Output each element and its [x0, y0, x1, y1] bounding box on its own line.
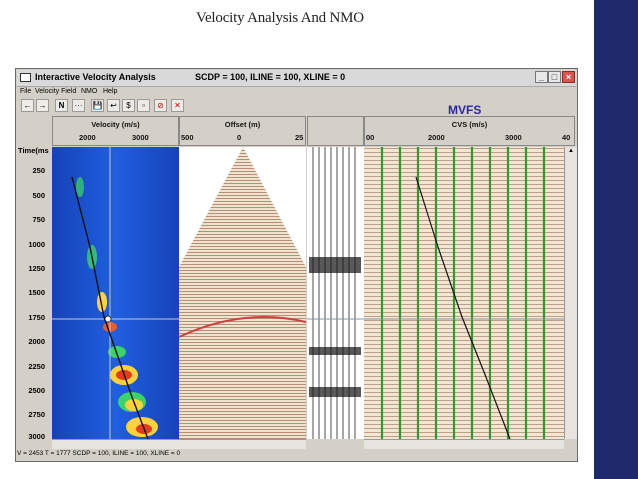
- time-tick: 1000: [28, 240, 45, 249]
- velocity-panel-header: Velocity (m/s) 2000 3000: [52, 116, 179, 146]
- select-icon[interactable]: ▫: [137, 99, 150, 112]
- time-tick: 2250: [28, 362, 45, 371]
- semblance-panel[interactable]: [52, 147, 179, 439]
- offset-tick: 500: [181, 133, 194, 142]
- mvfs-annotation: MVFS: [448, 103, 482, 117]
- time-tick: 2750: [28, 410, 45, 419]
- velocity-analysis-window: Interactive Velocity Analysis SCDP = 100…: [15, 68, 578, 462]
- toolbar: ← → N ··· 💾 ↩ $ ▫ ⊘ ✕: [17, 98, 576, 114]
- undo-icon[interactable]: ↩: [107, 99, 120, 112]
- gather-hscroll[interactable]: [179, 439, 306, 449]
- semblance-hscroll[interactable]: [52, 439, 179, 449]
- offset-axis-label: Offset (m): [224, 120, 261, 129]
- velocity-axis-label: Velocity (m/s): [91, 120, 140, 129]
- time-tick: 500: [32, 191, 45, 200]
- time-tick: 1500: [28, 288, 45, 297]
- cvs-hscroll[interactable]: [364, 439, 564, 449]
- offset-tick: 25: [295, 133, 304, 142]
- time-tick: 750: [32, 215, 45, 224]
- menu-nmo[interactable]: NMO: [81, 88, 98, 95]
- cvs-panel[interactable]: [364, 147, 564, 439]
- more-button[interactable]: ···: [72, 99, 85, 112]
- window-coords: SCDP = 100, ILINE = 100, XLINE = 0: [195, 72, 346, 82]
- nmo-button[interactable]: N: [55, 99, 68, 112]
- velocity-tick: 3000: [132, 133, 149, 142]
- nmo-gather-panel[interactable]: [179, 147, 306, 439]
- time-tick: 2500: [28, 386, 45, 395]
- status-bar: V = 2453 T = 1777 SCDP = 100, ILINE = 10…: [17, 450, 181, 457]
- scroll-up-icon[interactable]: ▲: [568, 148, 574, 154]
- cvs-tick: 2000: [428, 133, 445, 142]
- forward-arrow-icon[interactable]: →: [36, 99, 49, 112]
- cvs-tick: 40: [562, 133, 571, 142]
- stack-traces-panel[interactable]: [307, 147, 364, 439]
- menu-velocity-field[interactable]: Velocity Field: [35, 88, 77, 95]
- time-axis-label: Time(ms: [18, 146, 49, 155]
- stack-panel-header: [307, 116, 364, 146]
- brand-sidebar: [594, 0, 638, 479]
- time-axis: Time(ms 250 500 750 1000 1250 1500 1750 …: [17, 146, 51, 441]
- time-tick: 1250: [28, 264, 45, 273]
- vertical-scrollbar[interactable]: ▲: [564, 147, 577, 439]
- slide-title: Velocity Analysis And NMO: [196, 10, 364, 26]
- minimize-button[interactable]: _: [535, 71, 548, 83]
- time-tick: 2000: [28, 337, 45, 346]
- menu-file[interactable]: File: [20, 88, 32, 95]
- cvs-tick: 3000: [505, 133, 522, 142]
- time-tick: 1750: [28, 313, 45, 322]
- maximize-button[interactable]: □: [548, 71, 561, 83]
- window-title: Interactive Velocity Analysis: [35, 72, 156, 82]
- cvs-axis-label: CVS (m/s): [451, 120, 488, 129]
- offset-tick: 0: [237, 133, 242, 142]
- menu-bar: File Velocity Field NMO Help: [17, 87, 576, 98]
- time-tick: 3000: [28, 432, 45, 441]
- cvs-panel-header: CVS (m/s) 00 2000 3000 40: [364, 116, 575, 146]
- offset-panel-header: Offset (m) 500 0 25: [179, 116, 306, 146]
- close-button[interactable]: ×: [562, 71, 575, 83]
- back-arrow-icon[interactable]: ←: [21, 99, 34, 112]
- save-icon[interactable]: 💾: [91, 99, 104, 112]
- menu-help[interactable]: Help: [103, 88, 118, 95]
- velocity-tick: 2000: [79, 133, 96, 142]
- stop-icon[interactable]: ⊘: [154, 99, 167, 112]
- window-icon: [20, 73, 31, 82]
- cvs-tick: 00: [366, 133, 375, 142]
- window-titlebar: Interactive Velocity Analysis SCDP = 100…: [17, 70, 576, 87]
- cancel-icon[interactable]: ✕: [171, 99, 184, 112]
- dollar-icon[interactable]: $: [122, 99, 135, 112]
- time-tick: 250: [32, 166, 45, 175]
